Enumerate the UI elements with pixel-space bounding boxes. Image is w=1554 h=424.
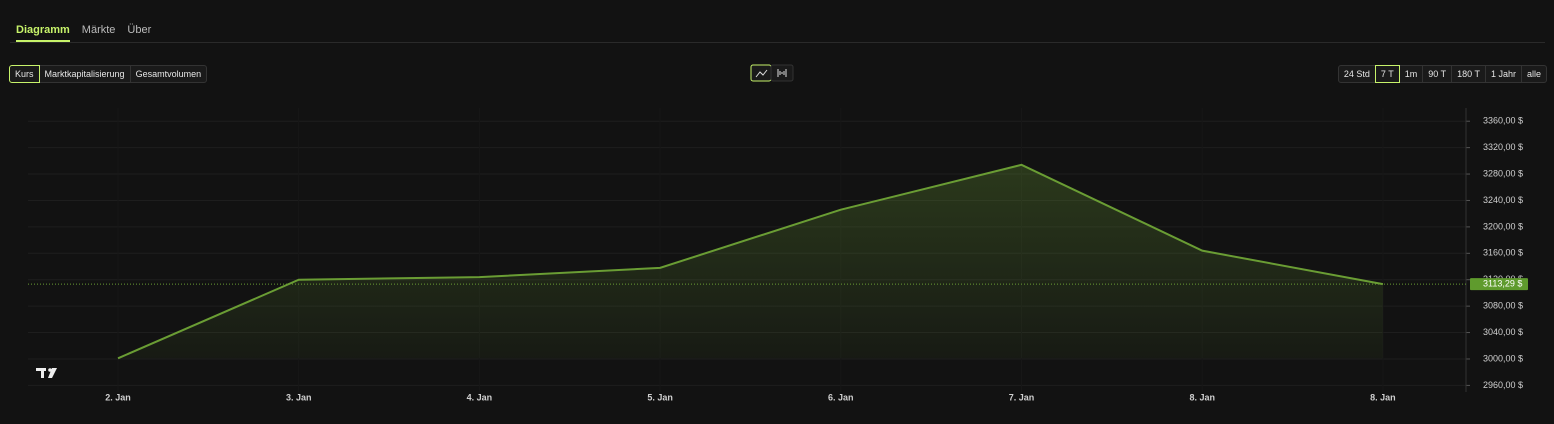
range-button[interactable]: 90 T xyxy=(1422,65,1453,83)
y-tick-label: 2960,00 $ xyxy=(1483,380,1523,390)
x-tick-label: 4. Jan xyxy=(467,392,493,402)
metric-button[interactable]: Gesamtvolumen xyxy=(129,65,208,83)
range-button[interactable]: alle xyxy=(1520,65,1547,83)
tradingview-logo xyxy=(36,368,57,378)
tab[interactable]: Märkte xyxy=(81,24,116,36)
y-tick-label: 3040,00 $ xyxy=(1483,327,1523,337)
metric-buttons: Kurs Marktkapitalisierung Gesamtvolumen xyxy=(9,65,208,83)
x-tick-label: 8. Jan xyxy=(1189,392,1215,402)
x-tick-label: 7. Jan xyxy=(1009,392,1035,402)
x-tick-label: 2. Jan xyxy=(105,392,131,402)
tab-bar: Diagramm Märkte Über xyxy=(16,24,151,42)
current-price-box xyxy=(1470,278,1528,291)
area xyxy=(118,164,1383,359)
y-tick-label: 3200,00 $ xyxy=(1483,221,1523,231)
price-line xyxy=(117,163,1384,360)
metric-button[interactable]: Kurs xyxy=(9,65,40,83)
chart-type-toggle[interactable] xyxy=(750,64,794,82)
range-button[interactable]: 7 T xyxy=(1374,65,1400,83)
y-tick-label: 3360,00 $ xyxy=(1483,116,1523,126)
tab[interactable]: Diagramm xyxy=(16,24,70,42)
y-tick-label: 3080,00 $ xyxy=(1483,301,1523,311)
current-price-label: 3113,29 $ xyxy=(1483,279,1522,289)
tab[interactable]: Über xyxy=(127,24,152,36)
y-tick-label: 3280,00 $ xyxy=(1483,168,1523,178)
x-tick-label: 5. Jan xyxy=(647,392,673,402)
x-tick-label: 6. Jan xyxy=(828,392,854,402)
y-tick-label: 3160,00 $ xyxy=(1483,248,1523,258)
y-tick-label: 3320,00 $ xyxy=(1483,142,1523,152)
divider xyxy=(10,42,1545,43)
y-tick-label: 3240,00 $ xyxy=(1483,195,1523,205)
x-tick-label: 3. Jan xyxy=(286,392,312,402)
y-tick-label: 3000,00 $ xyxy=(1483,353,1523,363)
x-tick-label: 8. Jan xyxy=(1370,392,1396,402)
